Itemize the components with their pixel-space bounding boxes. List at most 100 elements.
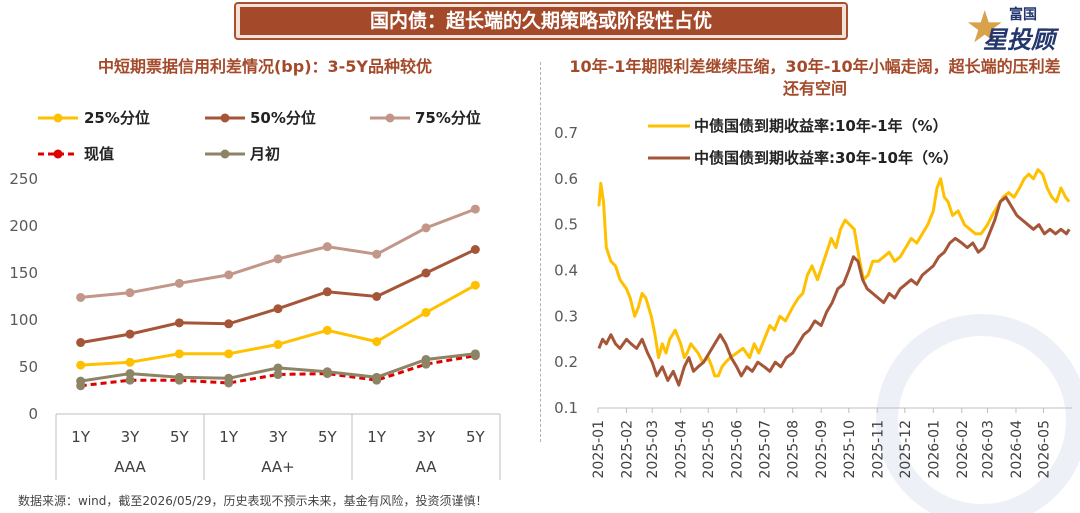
series-point-p25: [421, 307, 431, 317]
right-x-tick-label: 2025-12: [898, 420, 914, 479]
right-x-tick-label: 2026-02: [955, 420, 971, 479]
right-chart-title: 10年-1年期限利差继续压缩，30年-10年小幅走阔，超长端的压利差还有空间: [569, 57, 1061, 98]
right-x-tick-label: 2026-05: [1037, 420, 1053, 479]
series-point-p25: [273, 339, 283, 349]
series-line-p25: [80, 283, 477, 367]
left-group-label: AA+: [261, 458, 295, 476]
legend-marker-p25: [53, 113, 63, 123]
left-y-tick-label: 50: [19, 358, 38, 376]
series-point-month-start: [421, 354, 431, 364]
series-point-p50: [322, 287, 332, 297]
panel-divider: [540, 62, 541, 442]
left-x-tick-label: 3Y: [269, 428, 289, 446]
left-x-tick-label: 3Y: [417, 428, 437, 446]
series-point-p75: [174, 278, 184, 288]
brand-logo: ★ 富国 星投顾: [965, 2, 1077, 55]
series-point-p50: [174, 318, 184, 328]
right-y-tick-label: 0.3: [554, 307, 578, 325]
series-point-current: [273, 370, 283, 380]
right-x-tick-label: 2025-02: [619, 420, 635, 479]
series-point-p75: [421, 223, 431, 233]
right-x-tick-label: 2025-08: [786, 420, 802, 479]
left-y-tick-label: 0: [28, 405, 38, 423]
star-icon: ★: [965, 2, 1005, 53]
right-y-tick-label: 0.6: [554, 170, 578, 188]
legend-label-p75: 75%分位: [415, 109, 481, 127]
series-point-p75: [322, 242, 332, 252]
legend-label-current: 现值: [84, 145, 115, 163]
legend-label-10y-1y: 中债国债到期收益率:10年-1年（%）: [694, 117, 948, 135]
right-chart: 0.1 0.2 0.3 0.4 0.5 0.6 0.7 2025-01 2025-02 2025-…: [554, 124, 1080, 513]
series-point-p75: [76, 292, 86, 302]
series-point-p25: [174, 349, 184, 359]
series-point-p75: [372, 249, 382, 259]
left-x-tick-label: 1Y: [367, 428, 387, 446]
series-point-month-start: [273, 363, 283, 373]
series-point-p25: [125, 357, 135, 367]
legend-marker-month-start: [220, 149, 230, 159]
series-point-month-start: [470, 349, 480, 359]
right-x-tick-label: 2025-05: [701, 420, 717, 479]
left-x-tick-label: 5Y: [318, 428, 338, 446]
series-line-current: [80, 354, 476, 388]
right-y-tick-label: 0.7: [554, 124, 578, 142]
right-x-tick-label: 2025-06: [730, 420, 746, 479]
right-x-tick-label: 2026-03: [980, 420, 996, 479]
legend-marker-current: [53, 149, 63, 159]
series-point-current: [125, 375, 135, 385]
series-line-p75: [80, 207, 476, 299]
series-line-p50: [80, 248, 476, 345]
left-y-tick-label: 250: [9, 170, 38, 188]
right-x-tick-label: 2025-03: [645, 420, 661, 479]
series-point-p50: [421, 268, 431, 278]
left-x-tick-label: 3Y: [121, 428, 141, 446]
right-x-tick-label: 2025-01: [591, 420, 607, 479]
series-point-p50: [470, 245, 480, 254]
right-x-tick-label: 2025-10: [842, 420, 858, 479]
series-point-p50: [125, 329, 135, 339]
series-point-p75: [224, 270, 234, 280]
series-point-month-start: [174, 372, 184, 382]
series-line-10y-1y: [597, 168, 1071, 378]
right-x-tick-label: 2025-04: [674, 420, 690, 479]
series-point-p50: [224, 319, 234, 329]
series-point-p75: [273, 254, 283, 264]
left-x-tick-label: 5Y: [466, 428, 486, 446]
left-chart: 0 50 100 150 200 250 1Y 3Y 5Y 1Y 3Y 5Y 1Y 3Y 5Y AAA AA+ A…: [9, 170, 501, 480]
right-x-tick-label: 2026-01: [926, 420, 942, 479]
series-point-month-start: [372, 372, 382, 382]
series-point-p50: [76, 338, 86, 348]
series-point-p75: [470, 204, 480, 214]
series-point-p50: [273, 304, 283, 314]
page-banner: 国内债：超长端的久期策略或阶段性占优: [234, 2, 848, 40]
series-point-p75: [125, 288, 135, 298]
series-point-month-start: [76, 376, 86, 386]
series-line-30y-10y: [597, 195, 1071, 387]
right-y-tick-label: 0.5: [554, 216, 578, 234]
right-y-tick-label: 0.4: [554, 262, 578, 280]
series-point-month-start: [125, 369, 135, 379]
legend-label-month-start: 月初: [250, 145, 281, 163]
series-point-p25: [372, 337, 382, 347]
series-point-month-start: [322, 367, 332, 377]
left-group-label: AAA: [114, 458, 146, 476]
series-point-p25: [224, 349, 234, 359]
series-point-p25: [470, 280, 480, 290]
series-point-p50: [372, 292, 382, 301]
right-y-tick-label: 0.1: [554, 399, 578, 417]
logo-brand-top: 富国: [1009, 7, 1037, 23]
left-x-tick-label: 1Y: [71, 428, 91, 446]
watermark-ring: [876, 314, 1080, 513]
series-point-p25: [322, 325, 332, 335]
legend-marker-p50: [220, 113, 230, 123]
logo-brand-main: 星投顾: [983, 26, 1055, 54]
left-x-tick-label: 1Y: [219, 428, 239, 446]
right-x-tick-label: 2026-04: [1009, 420, 1025, 479]
right-x-tick-label: 2025-09: [814, 420, 830, 479]
legend-label-30y-10y: 中债国债到期收益率:30年-10年（%）: [694, 149, 959, 167]
data-source-note: 数据来源：wind，截至2026/05/29，历史表现不预示未来，基金有风险，投…: [18, 494, 488, 508]
banner-title: 国内债：超长端的久期策略或阶段性占优: [240, 7, 842, 35]
left-chart-title: 中短期票据信用利差情况(bp)：3-5Y品种较优: [97, 57, 433, 76]
